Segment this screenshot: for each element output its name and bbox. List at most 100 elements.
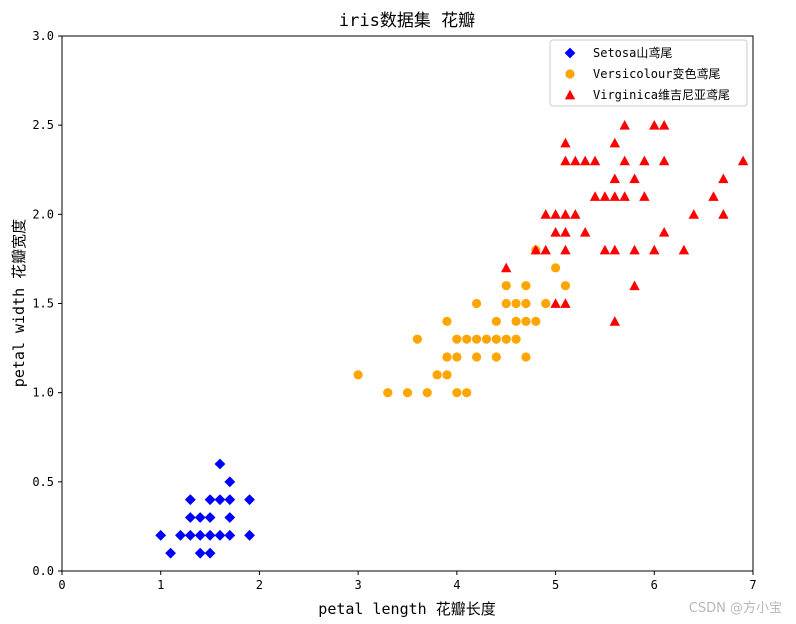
data-point-triangle [619,119,630,130]
data-point-diamond [165,547,176,559]
data-point-triangle [560,298,571,308]
data-point-triangle [619,155,630,166]
data-point-diamond [194,512,206,523]
data-point-circle [511,298,521,309]
data-point-triangle [708,191,719,201]
data-point-circle [511,316,521,326]
y-tick-label: 0.0 [32,564,54,578]
y-tick-label: 1.5 [32,297,54,311]
data-point-diamond [155,529,167,541]
data-point-circle [501,334,511,344]
x-tick-label: 1 [157,578,164,592]
data-point-circle [442,316,452,326]
data-point-triangle [629,244,640,255]
data-point-circle [462,334,472,344]
data-point-circle [521,352,531,362]
data-point-triangle [589,155,601,166]
data-point-triangle [550,226,561,237]
data-point-circle [452,334,462,344]
x-tick-label: 6 [651,578,658,592]
data-point-triangle [579,226,591,237]
chart-title: iris数据集 花瓣 [339,11,475,31]
x-tick-label: 5 [552,578,559,592]
y-tick-label: 3.0 [32,29,54,43]
plot-area [62,36,753,571]
data-point-triangle [501,262,512,273]
y-tick-label: 2.5 [32,118,54,132]
data-point-triangle [678,244,690,255]
legend-box [549,39,748,107]
data-point-diamond [224,529,236,541]
data-point-circle [462,388,472,398]
data-point-circle [432,370,442,380]
x-axis-label: petal length 花瓣长度 [318,600,495,618]
y-axis-label: petal width 花瓣宽度 [10,219,28,387]
data-point-diamond [204,547,216,559]
x-tick-label: 3 [355,578,362,592]
data-point-triangle [619,191,630,201]
data-point-triangle [599,244,611,255]
data-point-diamond [194,547,206,559]
data-point-triangle [540,209,551,219]
watermark: CSDN @方小宝 [688,601,782,616]
data-point-circle [521,298,531,309]
data-point-circle [472,352,482,362]
data-point-triangle [658,226,670,237]
data-point-triangle [718,173,729,184]
data-point-triangle [639,155,650,166]
x-tick-label: 0 [58,578,65,592]
data-point-diamond [184,494,196,506]
data-point-triangle [599,191,611,201]
data-point-circle [521,316,531,326]
data-point-triangle [737,155,749,166]
data-point-triangle [550,298,561,308]
legend-marker-circle [565,69,575,79]
legend-entry-label: Setosa山鸢尾 [593,46,672,60]
data-point-circle [422,388,432,398]
data-point-triangle [718,209,729,219]
data-point-circle [501,281,511,291]
data-point-diamond [204,512,216,523]
x-tick-label: 7 [749,578,756,592]
data-point-circle [550,263,561,273]
data-point-circle [452,388,462,398]
data-point-triangle [649,119,660,130]
data-point-circle [472,334,482,344]
data-point-diamond [244,529,255,541]
data-point-triangle [560,244,571,255]
data-point-diamond [204,494,216,506]
data-point-triangle [609,137,620,148]
data-point-circle [491,316,501,326]
data-point-circle [560,281,571,291]
data-point-triangle [560,137,571,148]
y-tick-label: 0.5 [32,475,54,489]
data-point-diamond [214,529,226,541]
data-point-triangle [540,244,551,255]
data-point-diamond [214,458,226,470]
data-point-circle [442,370,452,380]
legend: Setosa山鸢尾 Versicolour变色鸢尾 Virginica维吉尼亚鸢尾 [549,39,748,107]
data-point-diamond [204,529,216,541]
data-point-triangle [609,316,620,326]
data-point-triangle [570,209,581,219]
legend-entry-label: Virginica维吉尼亚鸢尾 [593,88,730,102]
data-point-circle [491,334,501,344]
data-point-circle [452,352,462,362]
data-point-triangle [629,173,640,184]
data-point-triangle [560,209,571,219]
data-point-triangle [609,244,620,255]
y-tick-label: 2.0 [32,207,54,221]
data-point-diamond [184,529,196,541]
data-point-circle [472,298,482,309]
data-point-triangle [639,191,650,201]
data-point-triangle [560,226,571,237]
data-point-diamond [224,494,236,506]
data-point-diamond [175,529,186,541]
data-point-triangle [658,155,670,166]
data-point-circle [353,370,363,380]
data-point-triangle [629,280,640,291]
data-point-diamond [224,512,236,523]
data-point-triangle [560,155,571,166]
data-point-circle [541,298,551,309]
